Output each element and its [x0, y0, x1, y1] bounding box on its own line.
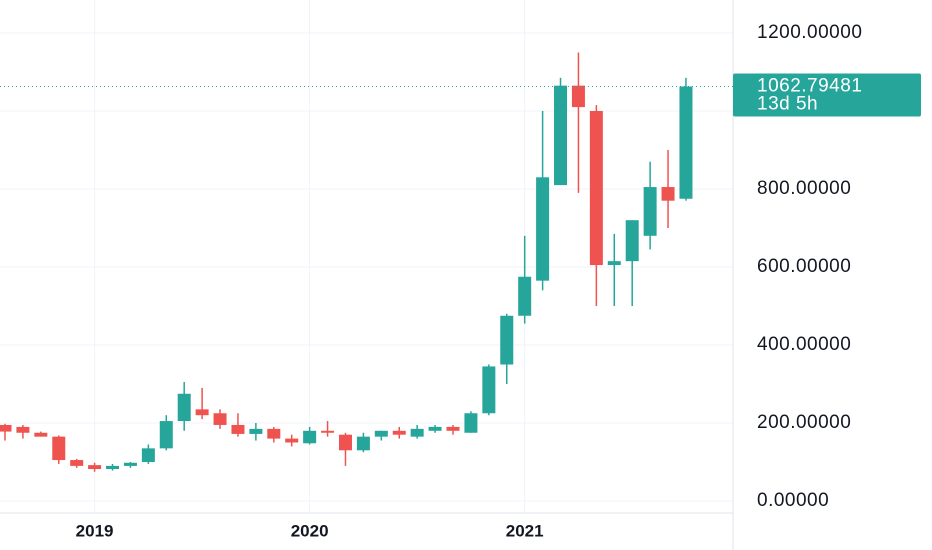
candle-body	[446, 426, 460, 431]
candle-body	[536, 177, 550, 281]
candle-body	[554, 85, 568, 186]
candle-body	[70, 460, 84, 466]
y-tick-label: 400.00000	[757, 334, 851, 355]
candle-body	[589, 111, 603, 266]
candle-body	[88, 465, 102, 470]
candle-body	[267, 428, 281, 439]
x-tick-label: 2020	[291, 521, 329, 540]
candle-body	[374, 430, 388, 437]
candle-body	[464, 413, 478, 433]
candle-body	[16, 426, 30, 433]
candle-body	[321, 430, 335, 433]
last-price-label: 1062.79481	[757, 76, 862, 97]
candle-body	[679, 86, 693, 199]
y-tick-label: 1200.00000	[757, 22, 862, 43]
candle-body	[338, 434, 352, 451]
candle-body	[643, 187, 657, 236]
candle-body	[249, 428, 263, 434]
candle-body	[159, 421, 173, 449]
candle-body	[482, 366, 496, 414]
candle-body	[177, 393, 191, 422]
candle-body	[518, 276, 532, 316]
candle-body	[571, 85, 585, 108]
candle-body	[661, 187, 675, 201]
x-tick-label: 2021	[506, 521, 544, 540]
x-tick-label: 2019	[76, 521, 114, 540]
y-tick-label: 0.00000	[757, 490, 829, 511]
candle-body	[303, 430, 317, 444]
candle-body	[106, 465, 120, 470]
last-price-tag	[733, 73, 921, 117]
candle-body	[213, 413, 227, 425]
candle-body	[285, 438, 299, 443]
candle-body	[231, 424, 245, 434]
candle-body	[141, 448, 155, 462]
candle-body	[52, 436, 66, 461]
candle-body	[34, 432, 48, 437]
y-tick-label: 800.00000	[757, 178, 851, 199]
candle-body	[428, 426, 442, 431]
candle-body	[0, 424, 12, 432]
candle-body	[607, 261, 621, 266]
countdown-label: 13d 5h	[757, 94, 818, 115]
y-tick-label: 200.00000	[757, 412, 851, 433]
y-tick-label: 600.00000	[757, 256, 851, 277]
candle-body	[195, 409, 209, 416]
candle-body	[625, 220, 639, 262]
candle-body	[123, 462, 137, 466]
candle-body	[356, 436, 370, 451]
candle-body	[410, 428, 424, 437]
candle-body	[500, 315, 514, 365]
candle-body	[392, 430, 406, 435]
